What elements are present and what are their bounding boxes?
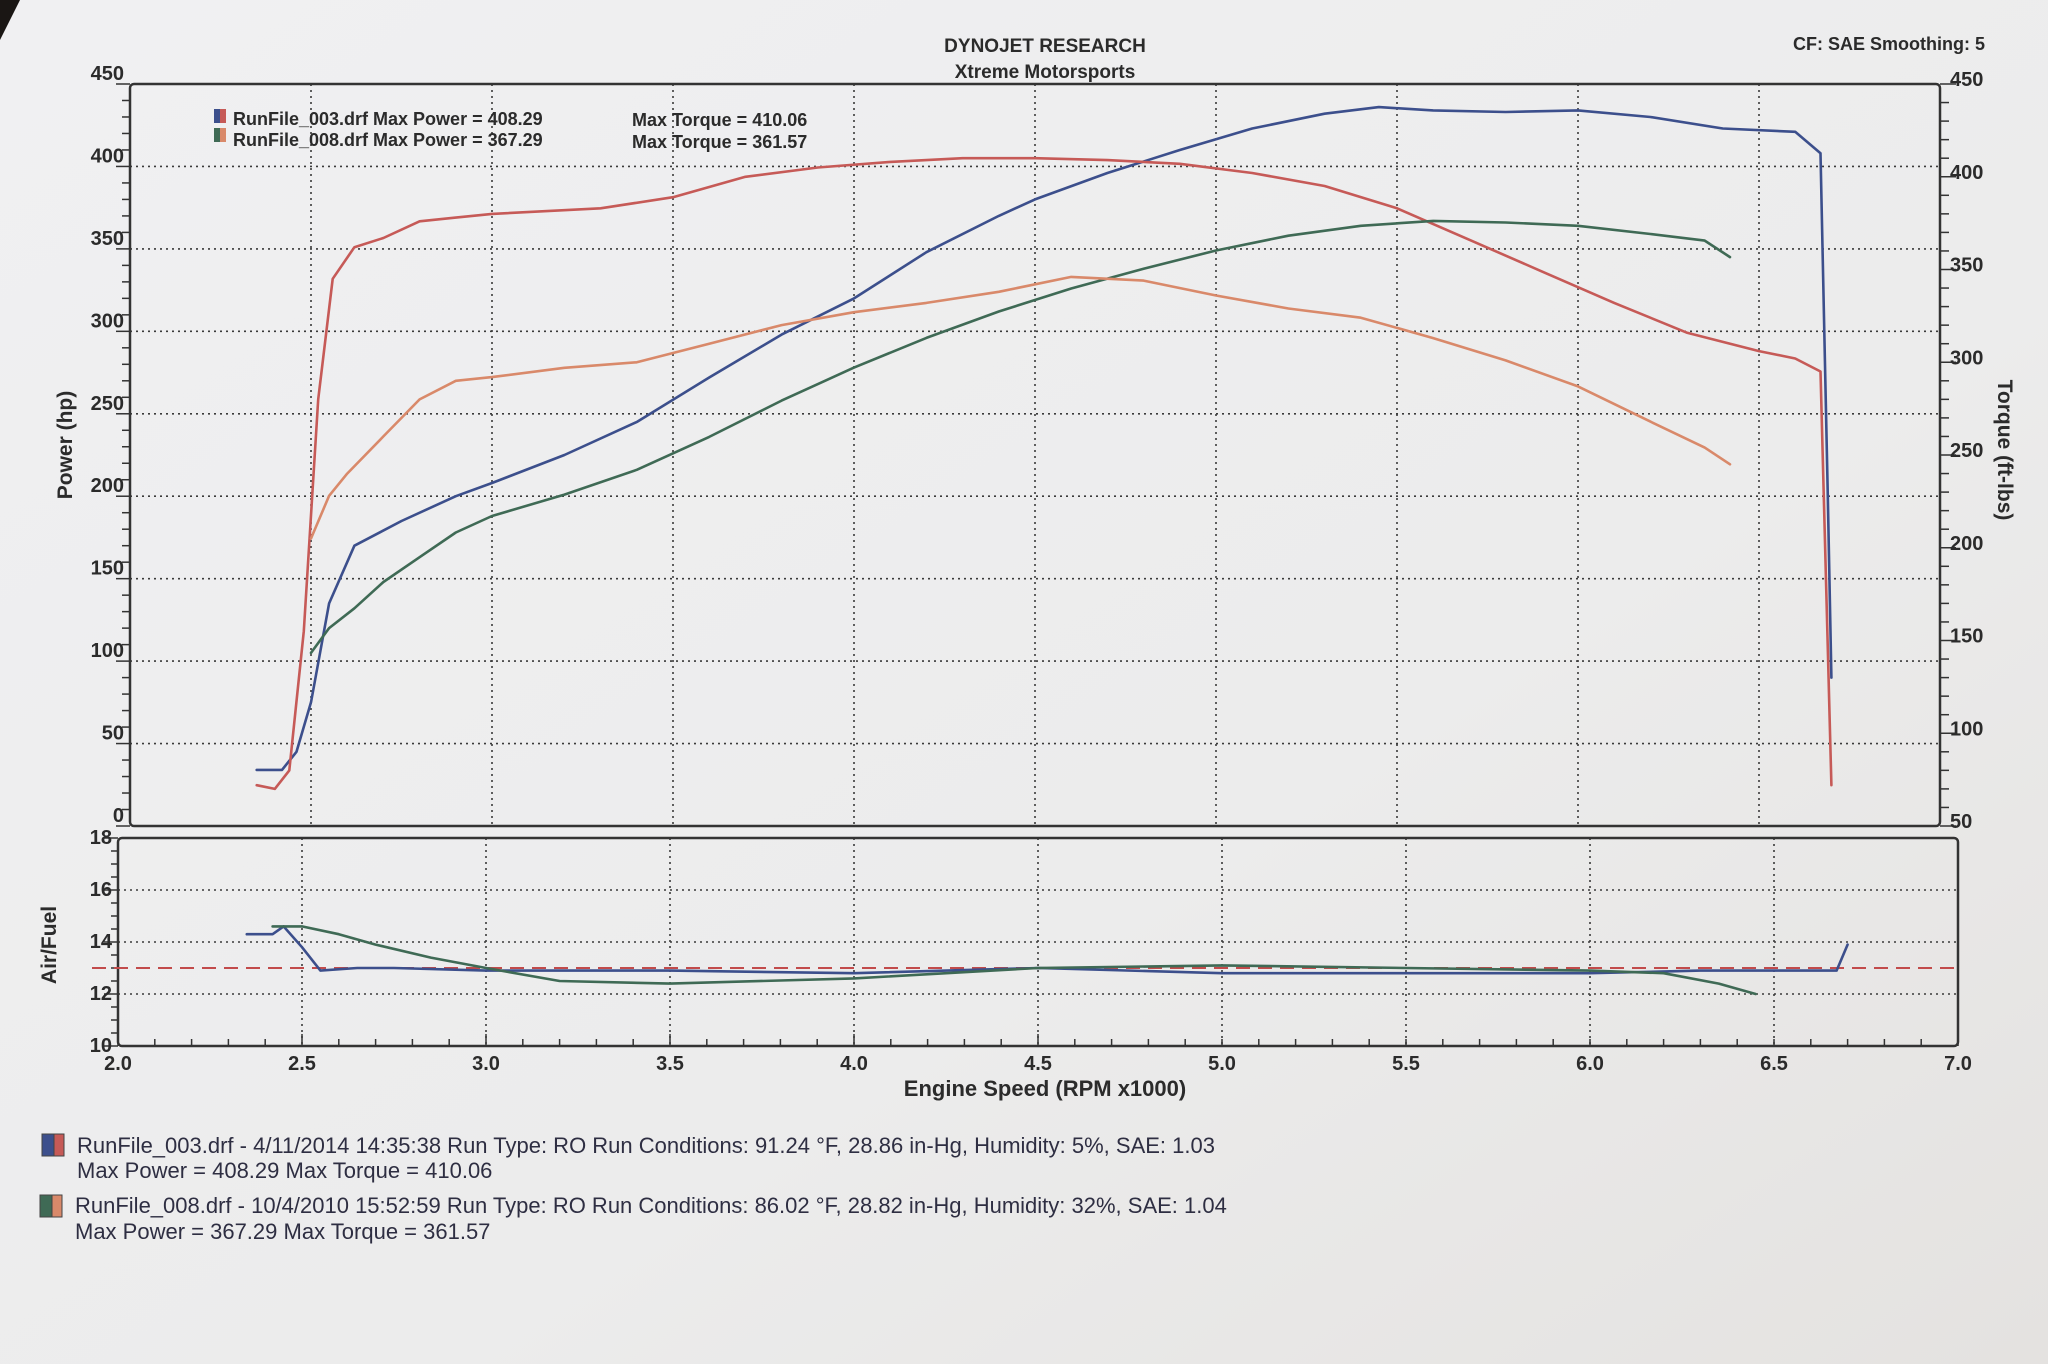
footer-run2-line2: Max Power = 367.29 Max Torque = 361.57 <box>75 1219 490 1244</box>
legend-run1-power: RunFile_003.drf Max Power = 408.29 <box>233 109 543 129</box>
rpm-tick-label: 6.5 <box>1760 1053 1788 1075</box>
torque-tick-label: 200 <box>1950 533 1983 555</box>
afr-tick-label: 14 <box>90 931 113 953</box>
rpm-tick-label: 4.0 <box>840 1053 868 1075</box>
footer-run-info: RunFile_003.drf - 4/11/2014 14:35:38 Run… <box>39 1133 1227 1244</box>
footer-swatch-run2 <box>39 1194 53 1218</box>
y-axis-label-torque: Torque (ft-lbs) <box>1993 380 2016 521</box>
legend-swatch-run2 <box>214 128 220 142</box>
legend-run2-torque: Max Torque = 361.57 <box>632 132 807 152</box>
rpm-tick-label: 2.0 <box>104 1053 132 1075</box>
chart-legend: RunFile_003.drf Max Power = 408.29 Max T… <box>214 109 807 152</box>
series-runfile-003-drf-power <box>255 105 1833 772</box>
afr-tick-label: 18 <box>90 827 112 849</box>
afr-plot-frame <box>116 836 1960 1048</box>
y-axis-label-power: Power (hp) <box>54 391 77 500</box>
main-axis-ticks: 0 50 100 150 200 250 300 350 400 450 50 100 150 200 25… <box>91 63 1984 833</box>
rpm-tick-label: 3.0 <box>472 1053 500 1075</box>
power-tick-label: 50 <box>102 723 124 745</box>
main-plot-grid <box>130 84 1940 826</box>
footer-run1-line1: RunFile_003.drf - 4/11/2014 14:35:38 Run… <box>77 1133 1215 1158</box>
power-tick-label: 100 <box>91 640 124 662</box>
torque-tick-label: 250 <box>1950 440 1983 462</box>
settings-label: CF: SAE Smoothing: 5 <box>1793 34 1985 54</box>
main-plot-frame <box>128 82 1942 828</box>
rpm-tick-label: 3.5 <box>656 1053 684 1075</box>
legend-run1-torque: Max Torque = 410.06 <box>632 110 807 130</box>
rpm-tick-label: 6.0 <box>1576 1053 1604 1075</box>
power-tick-label: 400 <box>91 145 124 167</box>
series-runfile-003-drf-afr <box>245 925 1849 975</box>
power-tick-label: 450 <box>91 63 124 85</box>
main-series <box>255 105 1833 791</box>
power-tick-label: 200 <box>91 475 124 497</box>
chart-subtitle: Xtreme Motorsports <box>955 62 1136 83</box>
torque-tick-label: 50 <box>1950 811 1972 833</box>
rpm-tick-label: 4.5 <box>1024 1053 1052 1075</box>
footer-swatch-run1 <box>41 1133 55 1157</box>
series-runfile-003-drf-torque <box>255 156 1833 791</box>
series-runfile-008-drf-power <box>309 219 1732 655</box>
legend-run2-power: RunFile_008.drf Max Power = 367.29 <box>233 130 543 150</box>
power-tick-label: 250 <box>91 393 124 415</box>
afr-tick-label: 10 <box>90 1035 112 1057</box>
y-axis-label-afr: Air/Fuel <box>38 906 61 984</box>
footer-run1-line2: Max Power = 408.29 Max Torque = 410.06 <box>77 1158 492 1183</box>
torque-tick-label: 150 <box>1950 626 1983 648</box>
series-runfile-008-drf-afr <box>271 925 1757 996</box>
legend-swatch-run2-torque <box>220 128 226 142</box>
torque-tick-label: 100 <box>1950 718 1983 740</box>
legend-swatch-run1-torque <box>220 109 226 123</box>
torque-tick-label: 350 <box>1950 255 1983 277</box>
torque-tick-label: 450 <box>1950 69 1983 91</box>
power-tick-label: 0 <box>113 805 124 827</box>
afr-series <box>92 925 1958 996</box>
x-axis-label: Engine Speed (RPM x1000) <box>904 1076 1186 1101</box>
legend-swatch-run1 <box>214 109 220 123</box>
rpm-tick-label: 5.5 <box>1392 1053 1420 1075</box>
rpm-tick-label: 5.0 <box>1208 1053 1236 1075</box>
footer-swatch-run1-torque <box>53 1133 65 1157</box>
power-tick-label: 300 <box>91 310 124 332</box>
afr-axis-ticks: 10 12 14 16 18 2.0 2.5 3.0 3.5 4.0 4.5 5.0 5.5 6.0 6.5… <box>90 827 1972 1075</box>
series-runfile-008-drf-torque <box>309 275 1732 540</box>
rpm-tick-label: 2.5 <box>288 1053 316 1075</box>
chart-title: DYNOJET RESEARCH <box>944 36 1146 57</box>
power-tick-label: 350 <box>91 228 124 250</box>
rpm-tick-label: 7.0 <box>1944 1053 1972 1075</box>
afr-plot-grid <box>118 838 1958 1046</box>
torque-tick-label: 400 <box>1950 162 1983 184</box>
afr-tick-label: 16 <box>90 879 112 901</box>
footer-run2-line1: RunFile_008.drf - 10/4/2010 15:52:59 Run… <box>75 1193 1227 1218</box>
power-tick-label: 150 <box>91 558 124 580</box>
afr-tick-label: 12 <box>90 983 112 1005</box>
footer-swatch-run2-torque <box>51 1194 63 1218</box>
torque-tick-label: 300 <box>1950 347 1983 369</box>
